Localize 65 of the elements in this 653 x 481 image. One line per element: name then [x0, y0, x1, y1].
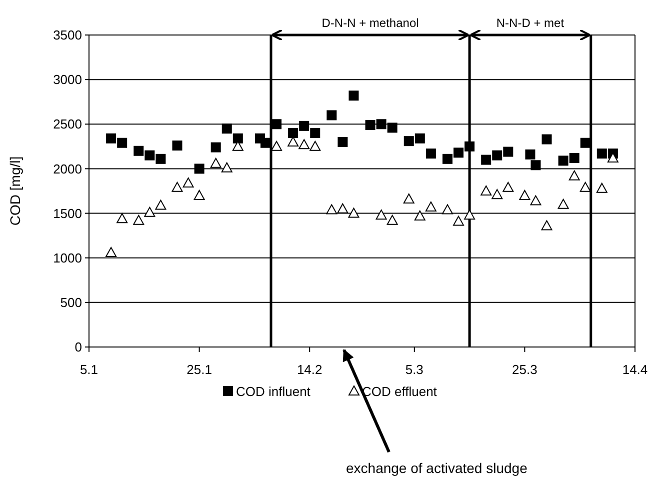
point	[106, 133, 116, 144]
point	[222, 124, 232, 134]
point	[221, 162, 232, 172]
point	[492, 150, 502, 160]
x-tick-label: 14.2	[296, 362, 322, 377]
point	[558, 198, 569, 209]
point	[194, 190, 205, 200]
y-tick-label: 1000	[53, 250, 82, 266]
point	[144, 150, 155, 160]
point	[596, 182, 608, 193]
y-tick-label: 3500	[53, 28, 82, 43]
point	[156, 154, 166, 164]
point	[480, 186, 492, 196]
point	[133, 214, 144, 225]
point	[260, 138, 270, 148]
point	[172, 182, 183, 192]
x-tick-label: 14.4	[622, 362, 648, 377]
point	[454, 148, 464, 158]
text: exchange of activated sludge	[346, 460, 528, 476]
point	[144, 206, 156, 217]
text: D-N-N + methanol	[322, 16, 419, 30]
point	[232, 133, 243, 144]
point	[481, 154, 492, 165]
x-tick-label: 5.3	[405, 362, 424, 377]
point	[182, 177, 194, 188]
point	[210, 142, 221, 152]
point	[117, 138, 128, 148]
point	[106, 247, 117, 258]
y-tick-label: 1500	[53, 206, 82, 221]
point	[569, 153, 580, 164]
point	[542, 134, 552, 144]
point	[541, 220, 552, 230]
x-tick-label: 25.1	[186, 362, 212, 377]
point	[525, 149, 536, 160]
point	[116, 213, 128, 224]
point	[464, 141, 475, 152]
x-tick-label: 5.1	[80, 362, 98, 377]
point	[464, 210, 476, 220]
point	[172, 140, 182, 151]
point	[530, 195, 542, 206]
point	[530, 160, 541, 170]
point	[453, 216, 464, 226]
point	[194, 164, 204, 174]
y-tick-label: 2500	[53, 116, 82, 132]
point	[210, 158, 222, 168]
y-tick-label: 500	[60, 294, 82, 310]
point	[502, 182, 514, 192]
text: N-N-D + met	[496, 16, 565, 30]
point	[568, 170, 580, 180]
y-axis-title: COD [mg/l]	[7, 156, 23, 226]
point	[503, 146, 514, 157]
point	[519, 190, 530, 200]
y-tick-label: 3000	[53, 72, 82, 88]
point	[134, 146, 144, 156]
point	[492, 189, 503, 200]
legend-label: COD influent	[236, 384, 311, 399]
point	[558, 156, 568, 166]
point	[580, 138, 590, 148]
point	[155, 200, 166, 210]
y-tick-label: 0	[74, 340, 82, 355]
y-tick-label: 2000	[53, 161, 82, 176]
point	[607, 152, 618, 163]
x-tick-label: 25.3	[512, 362, 538, 377]
point	[596, 148, 607, 159]
point	[580, 182, 591, 192]
